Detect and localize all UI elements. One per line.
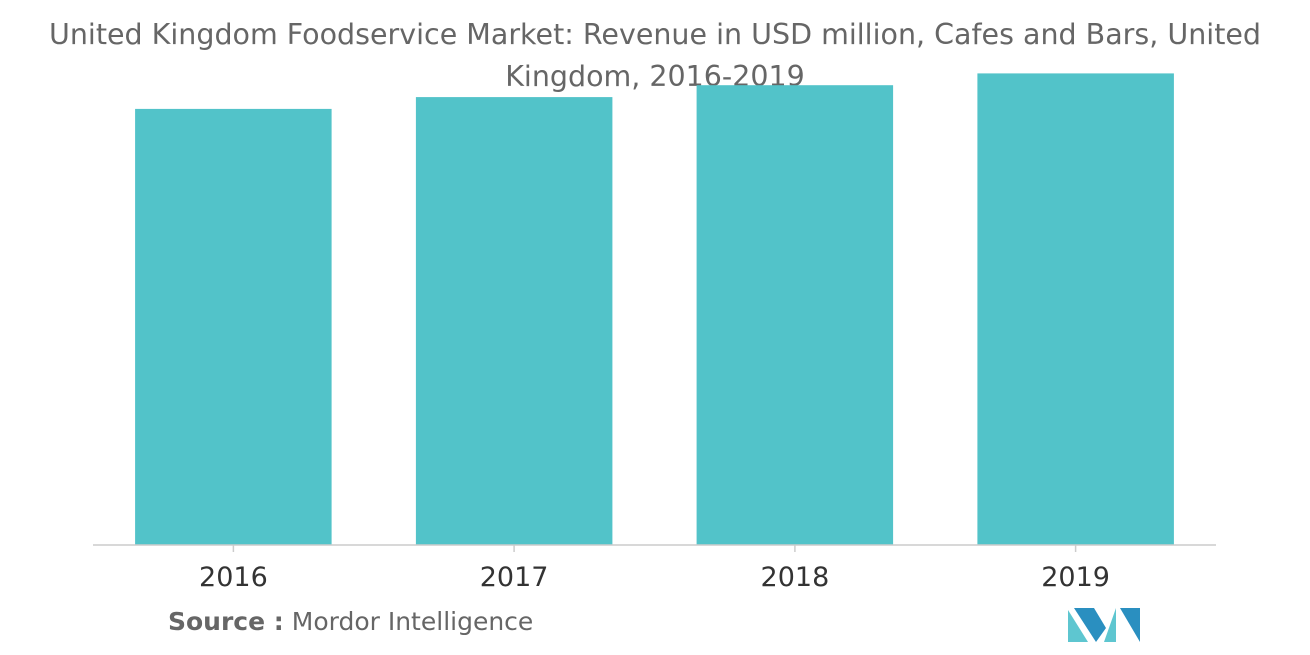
x-tick-label-2019: 2019: [1041, 562, 1110, 593]
bar-group: [135, 73, 1174, 546]
x-tick-label-2017: 2017: [480, 562, 549, 593]
bar-2018: [696, 85, 894, 545]
logo-shape-left: [1068, 610, 1088, 642]
mordor-intelligence-logo-icon: [1068, 608, 1140, 642]
logo-shape-mid-right: [1104, 608, 1116, 642]
logo-shape-mid-left: [1074, 608, 1106, 642]
source-value: Mordor Intelligence: [291, 607, 534, 636]
bar-2019: [977, 73, 1174, 546]
x-axis-ticks: [232, 545, 1077, 552]
bar-2017: [415, 97, 613, 545]
chart-title: United Kingdom Foodservice Market: Reven…: [48, 18, 1261, 93]
bar-2016: [135, 108, 332, 546]
x-tick-label-2018: 2018: [761, 562, 830, 593]
source-label: Source :: [168, 607, 284, 636]
x-tick-label-2016: 2016: [199, 562, 268, 593]
x-axis-tick-labels: 2016 2017 2018 2019: [199, 562, 1110, 593]
logo-shape-right: [1120, 608, 1140, 642]
source-note: Source : Mordor Intelligence: [168, 607, 533, 636]
